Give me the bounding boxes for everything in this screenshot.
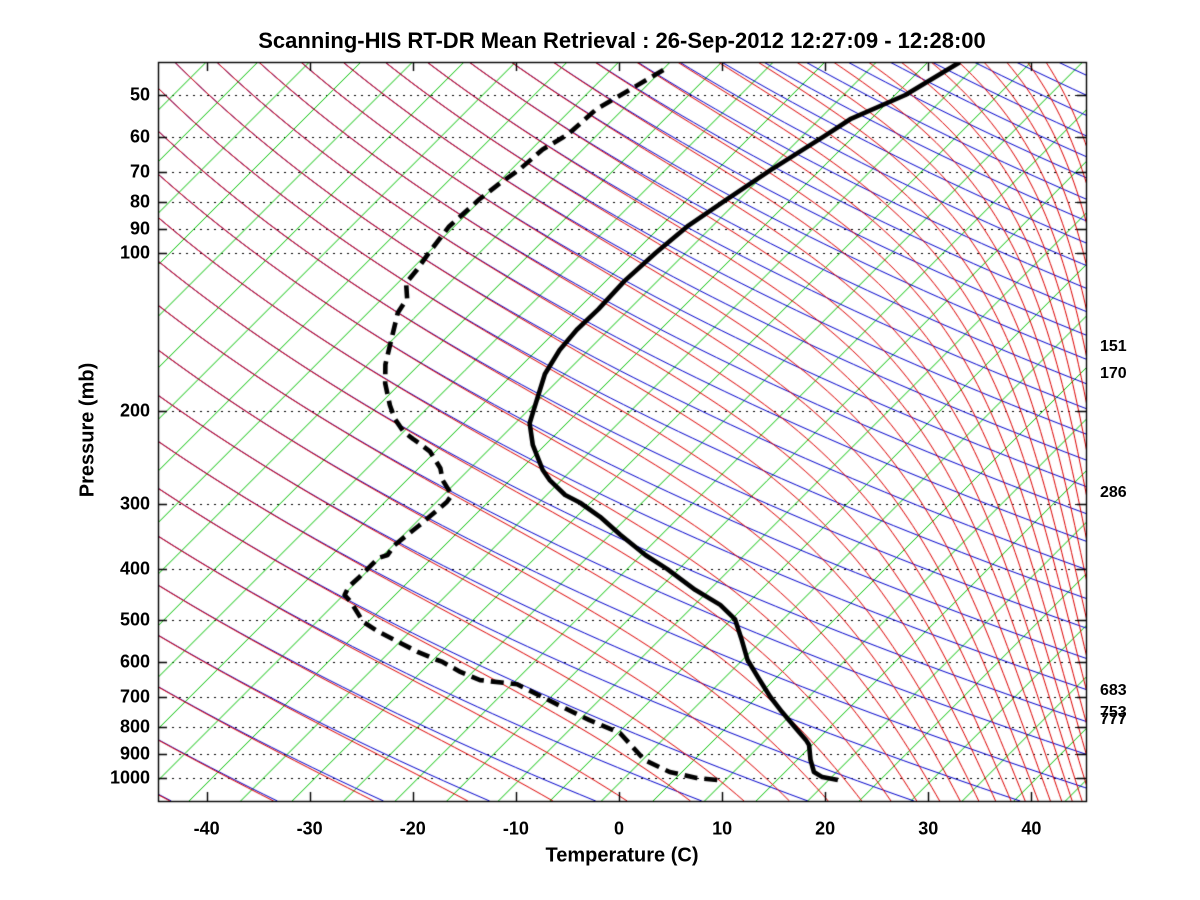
y-axis-label: Pressure (mb) (76, 362, 99, 498)
y-tick-label: 100 (119, 242, 150, 263)
y-tick-label: 90 (129, 218, 150, 239)
y-tick-label: 900 (119, 743, 150, 764)
x-tick-label: 10 (712, 818, 733, 839)
right-pressure-label: 170 (1100, 365, 1127, 382)
right-pressure-label: 151 (1100, 337, 1127, 355)
x-tick-label: 40 (1021, 818, 1042, 839)
y-tick-label: 80 (129, 191, 150, 212)
y-tick-label: 200 (119, 400, 150, 421)
x-tick-label: -40 (193, 818, 220, 839)
x-tick-label: -10 (502, 818, 529, 839)
x-axis-label: Temperature (C) (545, 844, 699, 867)
x-tick-label: 30 (918, 818, 939, 839)
y-tick-label: 400 (119, 558, 150, 579)
right-pressure-label: 286 (1100, 483, 1127, 501)
y-tick-label: 60 (129, 126, 150, 147)
y-tick-label: 70 (129, 161, 150, 182)
y-tick-label: 300 (119, 493, 150, 513)
y-tick-label: 700 (119, 686, 150, 707)
x-tick-label: 0 (613, 818, 625, 839)
right-pressure-label: 753 (1100, 704, 1127, 722)
y-tick-label: 800 (119, 716, 150, 737)
y-tick-label: 500 (119, 609, 150, 630)
y-tick-label: 1000 (109, 767, 150, 788)
y-tick-label: 600 (119, 651, 150, 672)
y-tick-label: 50 (129, 84, 150, 105)
right-pressure-label: 683 (1100, 682, 1127, 700)
x-tick-label: 20 (815, 818, 836, 839)
chart-title: Scanning-HIS RT-DR Mean Retrieval : 26-S… (258, 28, 986, 53)
x-tick-label: -30 (296, 818, 323, 839)
right-pressure-label: 777 (1100, 711, 1127, 729)
x-tick-label: -20 (399, 818, 426, 839)
